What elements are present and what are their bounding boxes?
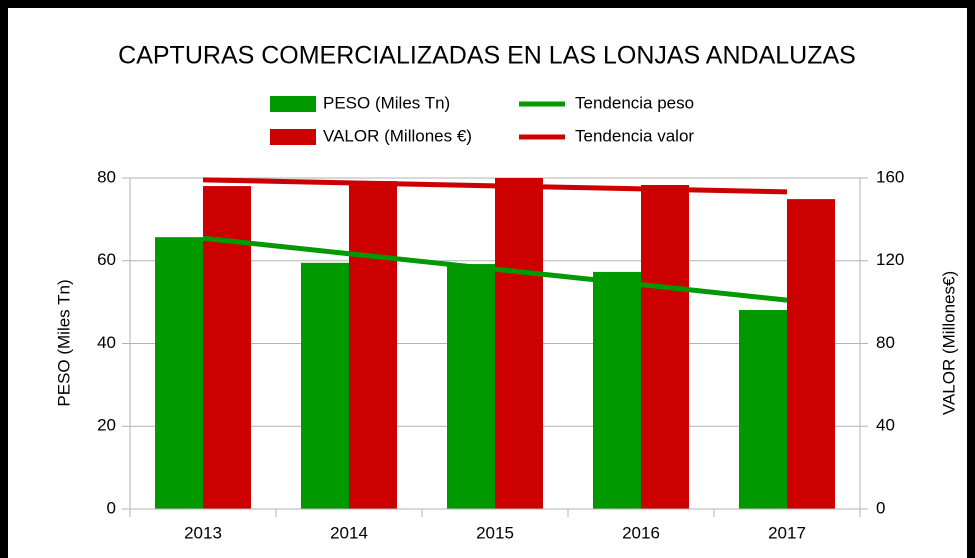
y2-tick-label: 80 — [876, 333, 895, 352]
x-tick-label: 2016 — [622, 523, 660, 542]
y-tick-label: 20 — [97, 416, 116, 435]
bar — [641, 185, 689, 509]
bar — [349, 181, 397, 509]
x-tick-label: 2014 — [330, 523, 368, 542]
bar — [739, 309, 787, 509]
legend-label: PESO (Miles Tn) — [323, 93, 450, 112]
y-axis-label: PESO (Miles Tn) — [54, 279, 73, 406]
x-tick-label: 2017 — [768, 523, 806, 542]
bar — [593, 271, 641, 509]
bar — [155, 237, 203, 509]
legend-label: Tendencia valor — [575, 126, 694, 145]
legend-swatch — [270, 129, 316, 145]
y-tick-label: 60 — [97, 250, 116, 269]
y2-tick-label: 160 — [876, 167, 904, 186]
y-tick-label: 40 — [97, 333, 116, 352]
bar — [203, 186, 251, 510]
y2-tick-label: 120 — [876, 250, 904, 269]
y2-axis-label: VALOR (Millones€) — [939, 271, 958, 415]
bar — [301, 262, 349, 509]
y-tick-label: 80 — [97, 167, 116, 186]
legend-swatch — [270, 96, 316, 112]
bar — [447, 264, 495, 509]
x-tick-label: 2015 — [476, 523, 514, 542]
chart-title: CAPTURAS COMERCIALIZADAS EN LAS LONJAS A… — [118, 42, 856, 70]
y-tick-label: 0 — [107, 498, 116, 517]
trend-line — [202, 235, 788, 303]
legend-label: Tendencia peso — [575, 93, 694, 112]
trend-line — [202, 177, 788, 195]
y2-tick-label: 40 — [876, 416, 895, 435]
legend-label: VALOR (Millones €) — [323, 126, 472, 145]
bar — [495, 178, 543, 509]
y2-tick-label: 0 — [876, 498, 885, 517]
x-tick-label: 2013 — [184, 523, 222, 542]
bar — [787, 199, 835, 509]
